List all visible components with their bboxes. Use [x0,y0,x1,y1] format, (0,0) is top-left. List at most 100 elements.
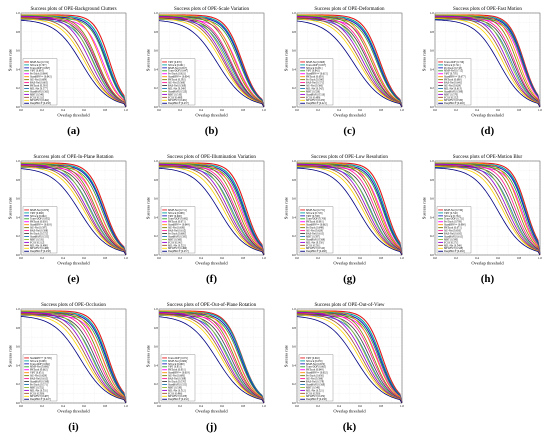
panel-label: (c) [343,125,356,137]
series-line [297,311,403,404]
y-tick-label: 0.2 [292,234,296,238]
x-axis-title: Overlap threshold [57,261,90,266]
x-tick-label: 0.6 [82,256,86,260]
legend-entry: MHT [0.510] [168,93,182,96]
y-tick-label: 0.8 [292,326,296,330]
series-line [158,167,265,256]
legend-entry: PHTrack [0.660] [444,79,462,82]
legend-entry: FCSS [0.511] [30,96,44,99]
legend-entry: MFI-HVT [0.480] [30,247,49,250]
y-tick-label: 1.0 [16,11,20,15]
y-tick-label: 0.0 [154,253,158,257]
x-tick-label: 0.4 [475,108,479,112]
x-axis-title: Overlap threshold [471,113,504,118]
legend-entry: BAE-Net [0.560] [168,84,186,87]
x-tick-label: 0.0 [157,108,161,112]
y-axis-title: Success rate [8,197,13,219]
legend-entry: DeepHKCF [0.438] [30,250,51,253]
chart-panel: Success plots of OPE-In-Plane Rotation 0.… [8,155,129,285]
x-tick-label: 0.6 [82,404,86,408]
legend-entry: MFI-HVT [0.479] [306,395,325,398]
chart-title: Success plots of OPE-Motion Blur [453,155,523,160]
legend-entry: FCSS [0.552] [444,96,458,99]
legend-entry: Trans-DOF [0.726] [444,61,464,64]
x-tick-label: 0.2 [316,108,320,112]
legend-entry: MHT [0.540] [30,93,44,96]
legend-entry: SiU-Net [0.629] [306,230,323,233]
series-line [435,16,541,108]
y-tick-label: 0.0 [16,253,20,257]
legend-entry: SiamBAN [0.561] [30,90,49,93]
series-line [296,14,403,108]
chart-panel: Success plots of OPE-Occlusion0.00.00.20… [8,303,129,433]
x-tick-label: 0.6 [358,108,362,112]
legend-entry: FCSS [0.531] [306,244,320,247]
series-line [20,17,127,108]
y-tick-label: 0.2 [154,382,158,386]
legend-entry: SiamRPN++ [0.618] [30,224,52,227]
y-tick-label: 0.8 [16,326,20,330]
y-tick-label: 0.0 [154,105,158,109]
y-tick-label: 1.0 [154,159,158,163]
series-line [434,19,541,108]
x-tick-label: 0.4 [337,108,341,112]
legend-entry: DeepHKCF [0.468] [306,250,327,253]
x-axis-title: Overlap threshold [471,261,504,266]
legend-entry: DeepHKCF [0.421] [306,102,327,105]
legend-entry: MIL-Net [0.522] [168,244,186,247]
series-line [158,163,265,256]
series-line [296,17,403,108]
series-line [296,310,403,404]
y-tick-label: 1.0 [430,11,434,15]
y-axis-title: Success rate [146,49,151,71]
x-tick-label: 0.4 [61,404,65,408]
series-line [296,314,403,404]
series-line [20,16,127,108]
legend-entry: MHT [0.587] [306,235,320,238]
series-line [21,14,127,108]
series-line [20,315,127,404]
legend-entry: MIL-Net [0.521] [306,389,324,392]
legend-entry: Trans-DOF [0.647] [168,70,188,73]
legend-entry: Trans-DOF [0.652] [30,218,50,221]
series-line [434,15,541,108]
y-tick-label: 1.0 [154,11,158,15]
x-axis-title: Overlap threshold [57,113,90,118]
series-line [20,314,127,404]
legend-entry: DeepHKCF [0.457] [168,250,189,253]
series-line [20,19,127,108]
legend-entry: ViPT [0.670] [168,61,182,64]
series-line [434,15,541,108]
legend-entry: Trans-DOF [0.661] [306,366,326,369]
legend-entry: BAE-Net [0.588] [168,378,186,381]
series-line [20,310,127,404]
chart-panel: Success plots of OPE-Motion Blur0.00.00.… [422,155,543,285]
legend-entry: DeepHKCF [0.438] [306,398,327,401]
legend-entry: SiamRPN++ [0.662] [306,224,328,227]
y-tick-label: 0.2 [16,382,20,386]
x-tick-label: 0.8 [379,256,383,260]
series-line [20,162,127,256]
x-tick-label: 0.6 [220,404,224,408]
legend-entry: SiamBAN [0.569] [306,238,325,241]
y-tick-label: 0.8 [292,178,296,182]
series-line [296,311,403,404]
panel-label: (b) [205,125,219,137]
y-tick-label: 0.6 [430,197,434,201]
series-line [434,164,541,256]
series-line [20,165,127,256]
chart-title: Success plots of OPE-Occlusion [41,303,106,308]
x-tick-label: 0.4 [199,256,203,260]
x-tick-label: 0.2 [316,256,320,260]
legend-entry: SiU-Net [0.629] [444,84,461,87]
legend-entry: SiU-Net [0.600] [168,375,185,378]
panel-label: (i) [68,421,79,433]
legend-entry: MMF-Net [0.712] [444,70,463,73]
legend-entry: FCSS [0.489] [306,96,320,99]
legend-entry: ViPT [0.705] [444,73,458,76]
x-tick-label: 0.6 [358,256,362,260]
x-tick-label: 0.0 [157,256,161,260]
y-tick-label: 0.2 [154,86,158,90]
series-line [296,162,403,256]
x-tick-label: 0.0 [19,108,23,112]
